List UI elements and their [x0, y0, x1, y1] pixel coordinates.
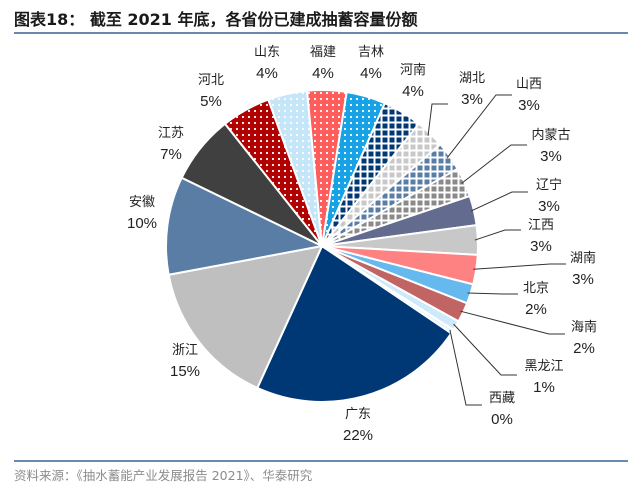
- slice-percent: 5%: [200, 93, 222, 110]
- slice-name: 内蒙古: [531, 128, 571, 143]
- slice-label: 江西 3%: [528, 215, 554, 257]
- source-rule: [14, 460, 628, 462]
- pie-slice-pattern-4: [225, 99, 322, 246]
- leader-line-18: [449, 329, 482, 406]
- slice-name: 江苏: [157, 126, 185, 141]
- slice-name: 北京: [522, 281, 550, 296]
- slice-name: 海南: [570, 320, 598, 335]
- slice-label: 北京 2%: [523, 278, 549, 320]
- source-note: 资料来源：《抽水蓄能产业发展报告 2021》、华泰研究: [14, 468, 313, 483]
- leader-line-15: [467, 292, 518, 295]
- leader-line-17: [453, 323, 517, 376]
- slice-percent: 3%: [538, 198, 560, 215]
- slice-label: 山东 4%: [254, 42, 280, 84]
- slice-label: 辽宁 3%: [536, 175, 562, 217]
- pie-slice-1: [167, 244, 324, 390]
- slice-label: 海南 2%: [571, 317, 597, 359]
- pie-slice-pattern-10: [322, 144, 458, 246]
- slice-label: 河北 5%: [198, 70, 224, 112]
- pie-slice-pattern-6: [307, 90, 347, 247]
- slice-percent: 10%: [126, 215, 158, 232]
- slice-label: 西藏 0%: [489, 388, 515, 430]
- leader-line-10: [446, 94, 512, 159]
- leader-line-11: [461, 144, 527, 184]
- slice-name: 辽宁: [535, 178, 563, 193]
- title-rule: [14, 32, 628, 34]
- slice-name: 江西: [527, 218, 555, 233]
- slice-name: 黑龙江: [524, 359, 564, 374]
- slice-name: 广东: [344, 407, 371, 422]
- slice-percent: 15%: [169, 363, 201, 380]
- slice-percent: 4%: [256, 65, 278, 82]
- slice-percent: 2%: [573, 340, 595, 357]
- slice-percent: 4%: [402, 83, 424, 100]
- slice-label: 安徽 10%: [127, 192, 157, 234]
- slice-label: 江苏 7%: [158, 123, 184, 165]
- leader-line-16: [460, 310, 565, 335]
- chart-title: 图表18： 截至 2021 年底，各省份已建成抽蓄容量份额: [14, 10, 418, 29]
- slice-percent: 2%: [525, 301, 547, 318]
- slice-label: 湖南 3%: [570, 248, 596, 290]
- leader-line-12: [470, 191, 528, 212]
- slice-name: 湖北: [458, 71, 486, 86]
- slice-percent: 3%: [572, 271, 594, 288]
- slice-name: 安徽: [128, 195, 155, 210]
- slice-name: 浙江: [171, 343, 198, 358]
- slice-label: 山西 3%: [516, 74, 542, 116]
- slice-name: 吉林: [357, 45, 385, 60]
- slice-percent: 3%: [461, 91, 483, 108]
- slice-name: 山西: [515, 77, 543, 92]
- slice-label: 河南 4%: [400, 60, 426, 102]
- slice-name: 湖南: [569, 251, 597, 266]
- slice-percent: 4%: [312, 65, 334, 82]
- pie-slice-2: [165, 176, 326, 276]
- pie-slice-pattern-9: [322, 123, 441, 246]
- slice-percent: 7%: [160, 146, 182, 163]
- slice-label: 内蒙古 3%: [531, 125, 570, 167]
- pie-slice-0: [256, 244, 453, 403]
- slice-name: 山东: [253, 45, 281, 60]
- slice-percent: 3%: [540, 148, 562, 165]
- slice-name: 河南: [399, 63, 427, 78]
- slice-label: 浙江 15%: [170, 340, 200, 382]
- leader-line-14: [473, 263, 566, 270]
- slice-percent: 22%: [342, 427, 374, 444]
- slice-name: 西藏: [488, 391, 516, 406]
- pie-slice-pattern-11: [322, 168, 470, 246]
- leader-line-13: [474, 229, 521, 241]
- slice-percent: 4%: [360, 65, 382, 82]
- slice-name: 河北: [197, 73, 225, 88]
- slice-name: 福建: [309, 45, 337, 60]
- pie-slice-pattern-8: [322, 103, 419, 246]
- pie-slice-pattern-5: [268, 90, 322, 247]
- slice-percent: 3%: [518, 97, 540, 114]
- slice-label: 湖北 3%: [459, 68, 485, 110]
- pie-slice-18: [321, 245, 455, 335]
- slice-percent: 1%: [533, 379, 555, 396]
- leader-line-9: [427, 103, 448, 136]
- slice-percent: 0%: [491, 411, 513, 428]
- slice-label: 福建 4%: [310, 42, 336, 84]
- slice-percent: 3%: [530, 238, 552, 255]
- pie-slice-pattern-7: [322, 91, 385, 247]
- slice-label: 黑龙江 1%: [524, 356, 563, 398]
- slice-label: 广东 22%: [343, 404, 373, 446]
- slice-label: 吉林 4%: [358, 42, 384, 84]
